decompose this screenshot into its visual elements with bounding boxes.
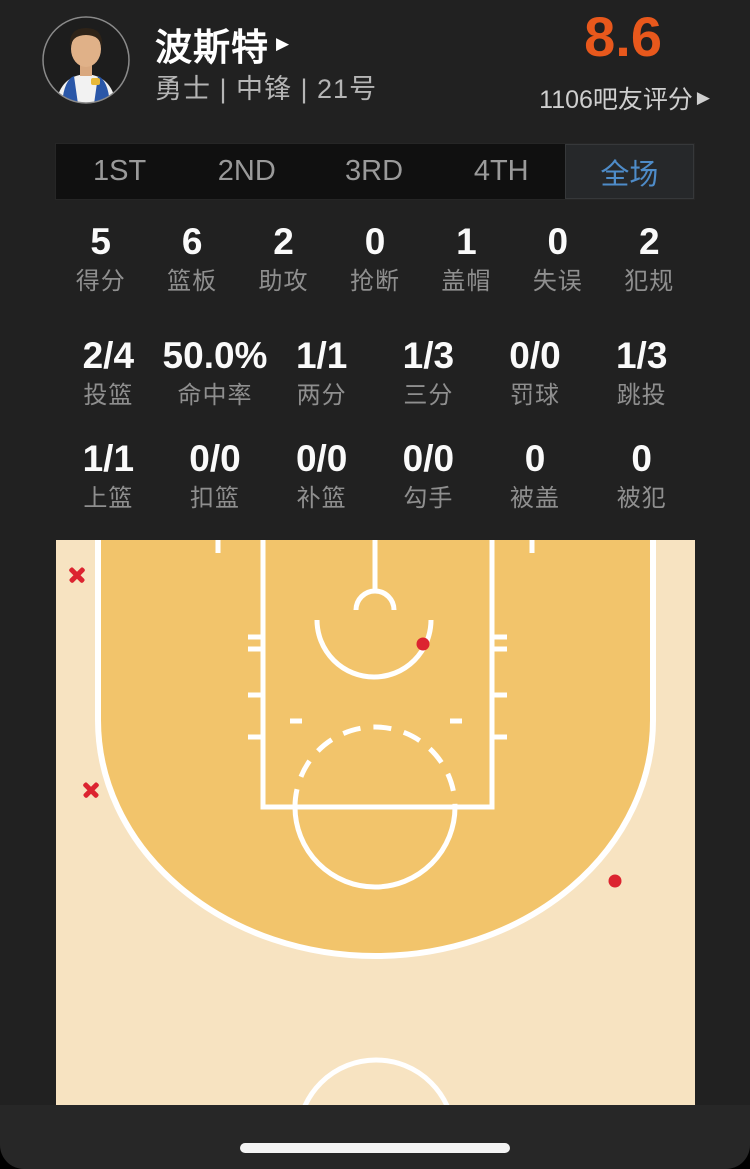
stat-label: 盖帽: [441, 268, 492, 295]
stat-label: 抢断: [349, 268, 400, 295]
stat-value: 2/4: [82, 335, 135, 376]
made-shot-marker: [608, 874, 622, 888]
stat-cell: 6 篮板: [146, 220, 237, 297]
chevron-right-icon: ▶: [276, 34, 291, 53]
stat-value: 1/3: [615, 335, 668, 376]
stat-value: 1/3: [402, 335, 455, 376]
stat-label: 两分: [296, 382, 347, 409]
stat-value: 6: [181, 221, 203, 262]
stat-cell: 0 失误: [512, 220, 603, 297]
stat-cell: 2 助攻: [238, 220, 329, 297]
stat-label: 犯规: [624, 268, 675, 295]
missed-shot-marker: [68, 566, 86, 584]
stat-cell: 1/3 跳投: [588, 334, 695, 411]
stat-cell: 0 被盖: [482, 437, 589, 514]
stat-label: 命中率: [177, 382, 253, 409]
rating-caption-text: 1106吧友评分: [539, 86, 693, 114]
quarter-tabs: 1ST 2ND 3RD 4TH 全场: [55, 143, 695, 200]
stat-label: 跳投: [616, 382, 667, 409]
made-shot-marker: [416, 637, 430, 651]
stat-cell: 2/4 投篮: [55, 334, 162, 411]
stat-value: 0: [364, 221, 386, 262]
tab-4th[interactable]: 4TH: [473, 155, 529, 187]
stat-cell: 0/0 补篮: [268, 437, 375, 514]
stat-label: 助攻: [258, 268, 309, 295]
rating-value: 8.6: [584, 5, 662, 68]
court-drawing: [95, 540, 656, 1105]
tab-full-game[interactable]: 全场: [564, 144, 695, 199]
stat-label: 上篮: [83, 485, 134, 512]
stats-row-shooting: 2/4 投篮 50.0% 命中率 1/1 两分 1/3 三分 0/0 罚球 1/3 跳投: [55, 334, 695, 411]
tab-2nd[interactable]: 2ND: [217, 155, 276, 187]
stat-cell: 0 抢断: [329, 220, 420, 297]
stat-label: 被犯: [616, 485, 667, 512]
stat-value: 5: [90, 221, 111, 262]
stat-value: 0/0: [402, 438, 455, 479]
player-team-info: 勇士 | 中锋 | 21号: [155, 74, 378, 104]
bottom-sheet: [0, 1105, 750, 1169]
player-name-row[interactable]: 波斯特 ▶: [155, 17, 290, 71]
tab-1st[interactable]: 1ST: [93, 155, 147, 187]
stat-label: 投篮: [83, 382, 134, 409]
stat-label: 被盖: [510, 485, 561, 512]
stats-row-shot-types: 1/1 上篮 0/0 扣篮 0/0 补篮 0/0 勾手 0 被盖 0 被犯: [55, 437, 695, 514]
chevron-right-icon: ▶: [696, 88, 710, 107]
stat-value: 0: [631, 438, 652, 479]
stat-label: 勾手: [403, 485, 454, 512]
stat-value: 0/0: [189, 438, 241, 479]
shot-markers-layer: [56, 540, 695, 1105]
stat-cell: 1/1 两分: [268, 334, 375, 411]
stat-cell: 0/0 罚球: [482, 334, 589, 411]
stat-cell: 2 犯规: [604, 220, 695, 297]
stat-label: 得分: [75, 268, 126, 295]
stat-value: 0: [524, 438, 546, 479]
home-indicator[interactable]: [240, 1143, 510, 1153]
stat-cell: 1/3 三分: [375, 334, 482, 411]
stat-value: 50.0%: [162, 335, 268, 376]
stat-label: 罚球: [510, 382, 561, 409]
stat-value: 0: [547, 221, 569, 262]
stat-label: 失误: [532, 268, 583, 295]
missed-shot-marker: [82, 781, 100, 799]
stat-value: 1/1: [295, 335, 348, 376]
rating-caption[interactable]: 1106吧友评分 ▶: [539, 80, 710, 116]
stat-value: 1: [456, 221, 477, 262]
stat-label: 补篮: [296, 485, 347, 512]
stats-row-basic: 5 得分 6 篮板 2 助攻 0 抢断 1 盖帽 0 失误 2 犯规: [55, 220, 695, 297]
stat-cell: 1/1 上篮: [55, 437, 162, 514]
stat-value: 0/0: [295, 438, 348, 479]
stat-cell: 0 被犯: [588, 437, 695, 514]
stat-cell: 50.0% 命中率: [162, 334, 269, 411]
stat-cell: 5 得分: [55, 220, 146, 297]
player-photo: [42, 16, 130, 104]
shot-chart-court: [56, 540, 695, 1105]
stat-cell: 0/0 勾手: [375, 437, 482, 514]
tab-3rd[interactable]: 3RD: [345, 155, 404, 187]
player-name: 波斯特: [155, 27, 269, 68]
stat-label: 三分: [403, 382, 454, 409]
stat-value: 0/0: [509, 335, 561, 376]
bottom-bar: [0, 1105, 750, 1169]
stat-value: 2: [638, 221, 660, 262]
stat-cell: 0/0 扣篮: [162, 437, 269, 514]
avatar[interactable]: [42, 16, 130, 104]
stat-value: 2: [273, 221, 294, 262]
stat-label: 扣篮: [190, 485, 240, 512]
stat-cell: 1 盖帽: [421, 220, 512, 297]
stat-label: 篮板: [167, 268, 218, 295]
stat-value: 1/1: [82, 438, 135, 479]
